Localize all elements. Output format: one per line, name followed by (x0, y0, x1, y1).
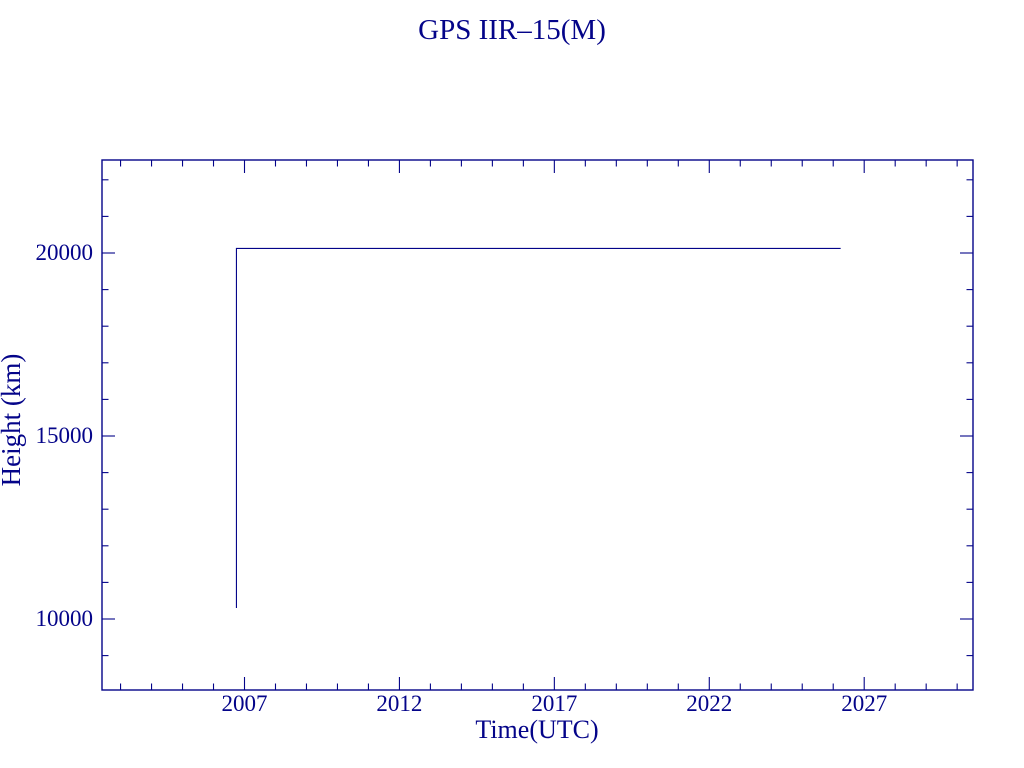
svg-text:20000: 20000 (36, 240, 94, 265)
svg-text:2027: 2027 (841, 691, 887, 716)
svg-text:GPS IIR–15(M): GPS IIR–15(M) (418, 14, 606, 46)
svg-text:2017: 2017 (531, 691, 577, 716)
svg-text:Time(UTC): Time(UTC) (475, 715, 598, 744)
svg-text:2022: 2022 (686, 691, 732, 716)
svg-text:2007: 2007 (222, 691, 268, 716)
svg-text:10000: 10000 (36, 606, 94, 631)
svg-text:15000: 15000 (36, 423, 94, 448)
svg-text:2012: 2012 (376, 691, 422, 716)
svg-text:Height (km): Height (km) (0, 354, 26, 487)
